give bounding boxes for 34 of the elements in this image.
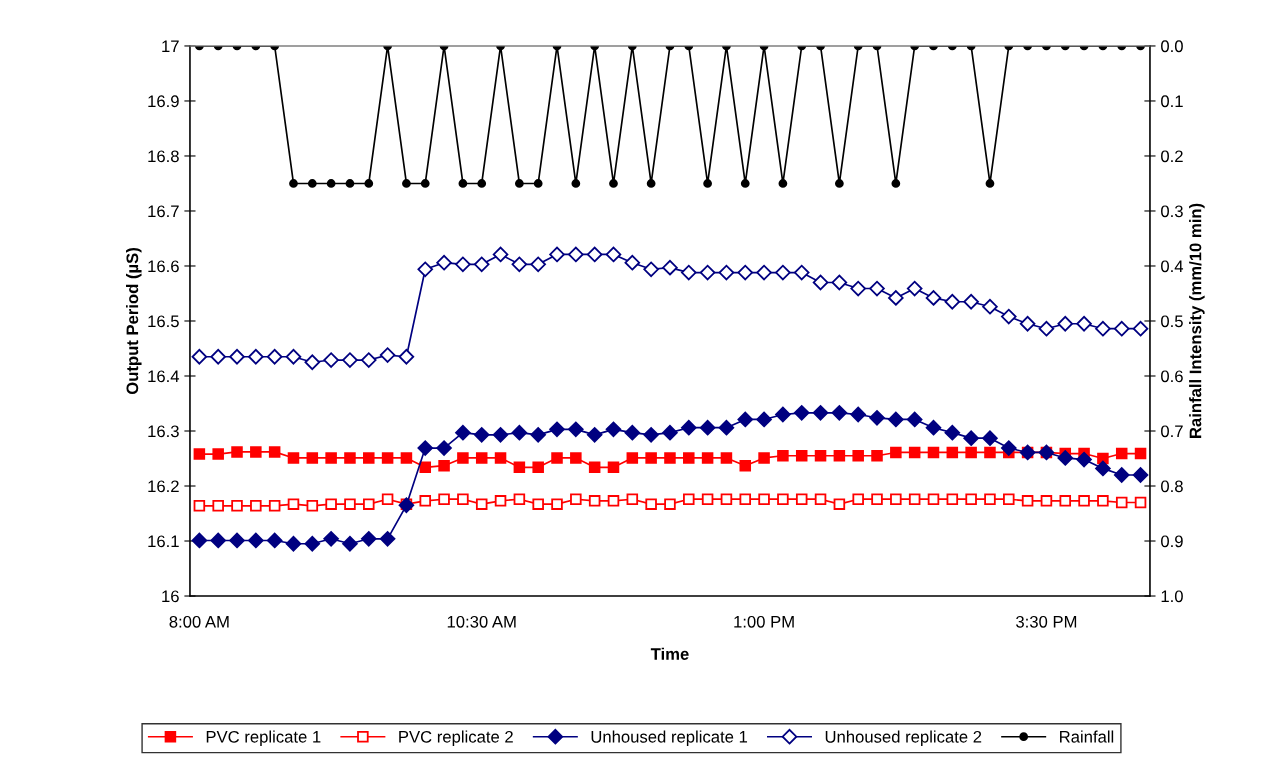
y2-tick-label: 0.8 xyxy=(1161,480,1183,493)
y-tick-label: 16.8 xyxy=(148,150,179,163)
y2-tick-label: 0.9 xyxy=(1161,535,1183,548)
y-tick-label: 16.1 xyxy=(148,535,179,548)
y2-tick-label: 0.1 xyxy=(1161,95,1183,108)
y2-tick-label: 0.3 xyxy=(1161,205,1183,218)
legend-label: Rainfall xyxy=(1060,730,1114,743)
y-tick-label: 16.5 xyxy=(148,315,179,328)
y2-tick-label: 0.2 xyxy=(1161,150,1183,163)
x-tick-label: 8:00 AM xyxy=(169,615,229,628)
y-tick-label: 16.3 xyxy=(148,425,179,438)
y2-tick-label: 0.6 xyxy=(1161,370,1183,383)
y2-tick-label: 0.0 xyxy=(1161,40,1183,53)
x-tick-label: 3:30 PM xyxy=(1016,615,1077,628)
y-tick-label: 16.4 xyxy=(148,370,180,383)
legend-label: PVC replicate 2 xyxy=(399,730,513,746)
x-axis-title: Time xyxy=(650,647,689,660)
y-tick-label: 16 xyxy=(162,590,179,603)
y2-tick-label: 0.5 xyxy=(1161,315,1183,328)
legend-label: PVC replicate 1 xyxy=(206,730,321,746)
y-axis-title: Output Period (µS) xyxy=(126,248,142,395)
y2-tick-label: 0.7 xyxy=(1161,425,1183,438)
y-tick-label: 16.9 xyxy=(148,95,179,108)
y-tick-label: 17 xyxy=(162,40,179,52)
y2-tick-label: 1.0 xyxy=(1161,590,1183,603)
y-tick-label: 16.7 xyxy=(148,205,179,218)
x-tick-label: 1:00 PM xyxy=(734,615,794,628)
y-tick-label: 16.2 xyxy=(148,480,179,493)
legend-label: Unhoused replicate 2 xyxy=(825,730,982,746)
y2-axis-title: Rainfall Intensity (mm/10 min) xyxy=(1189,203,1205,438)
y-tick-label: 16.6 xyxy=(148,260,179,273)
x-tick-label: 10:30 AM xyxy=(447,615,516,628)
legend-label: Unhoused replicate 1 xyxy=(591,730,748,746)
y2-tick-label: 0.4 xyxy=(1161,260,1184,273)
